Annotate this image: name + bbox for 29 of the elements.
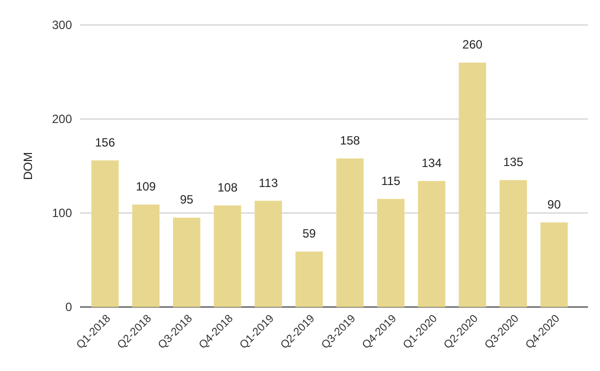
bar [214,205,242,307]
bar [91,160,119,307]
bar [418,181,446,307]
bar [377,198,404,307]
data-label: 158 [340,133,360,148]
data-label: 134 [422,156,442,170]
y-tick-label: 200 [52,112,72,126]
bar [295,252,323,307]
y-tick-label: 0 [65,300,72,314]
bar [336,158,364,307]
bar [540,222,568,307]
data-label: 115 [381,174,401,188]
data-label: 156 [94,135,116,150]
bar [254,200,282,307]
data-label: 109 [136,180,156,194]
data-label: 135 [503,155,524,170]
bar [132,204,160,307]
data-label: 59 [302,226,316,241]
bar [500,180,527,307]
y-axis-title: DOM [21,152,35,180]
data-label: 108 [217,180,238,194]
data-label: 90 [547,197,562,212]
data-label: 95 [180,192,194,207]
y-tick-label: 100 [52,206,72,220]
bar [172,218,200,307]
y-tick-label: 300 [52,18,72,32]
data-label: 113 [258,176,278,190]
data-label: 260 [462,38,483,52]
bar [458,62,486,307]
